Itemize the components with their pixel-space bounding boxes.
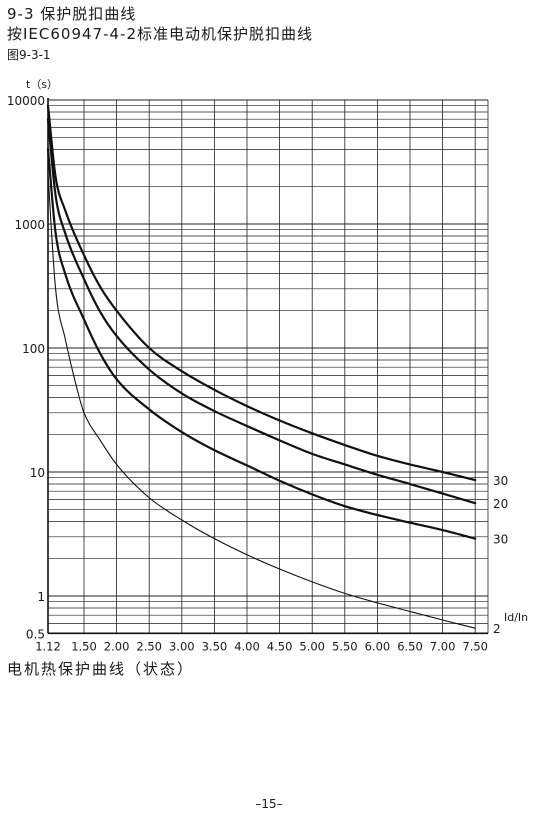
x-tick-label: 5.50 xyxy=(332,639,358,653)
figure-label: 图9-3-1 xyxy=(7,48,51,62)
curve-group xyxy=(46,104,477,629)
x-tick-label: 7.00 xyxy=(430,639,456,653)
series-label: 30 xyxy=(493,533,508,547)
y-tick-label: 1 xyxy=(37,590,45,604)
series-label: 30 xyxy=(493,474,508,488)
x-tick-label: 3.00 xyxy=(169,639,195,653)
trip-curve-class-2-4 xyxy=(47,174,476,629)
x-tick-label: 1.50 xyxy=(71,639,97,653)
x-tick-label: 5.00 xyxy=(299,639,325,653)
series-label: 20 xyxy=(493,497,508,511)
x-tick-label: 6.00 xyxy=(365,639,391,653)
x-tick-label: 1.12 xyxy=(35,639,61,653)
x-axis-label: Id/In xyxy=(504,611,528,624)
trip-curve-class-30-3 xyxy=(46,148,477,540)
section-title: 9-3 保护脱扣曲线 xyxy=(7,5,137,23)
x-tick-label: 6.50 xyxy=(397,639,423,653)
y-tick-label: 100 xyxy=(22,342,45,356)
y-tick-label: 10000 xyxy=(7,94,45,108)
y-tick-label: 10 xyxy=(30,466,45,480)
x-tick-label: 4.00 xyxy=(234,639,260,653)
trip-curve-class-30-1 xyxy=(46,104,477,482)
x-tick-label: 3.50 xyxy=(202,639,228,653)
x-tick-label: 4.50 xyxy=(267,639,293,653)
chart-caption: 电机热保护曲线（状态） xyxy=(7,660,195,678)
chart-subtitle: 按IEC60947-4-2标准电动机保护脱扣曲线 xyxy=(7,25,314,43)
x-tick-label: 7.50 xyxy=(462,639,488,653)
x-tick-label: 2.50 xyxy=(136,639,162,653)
page-number: –15– xyxy=(255,797,283,811)
label-group: 30 20 30 2 10000 1000 100 10 1 0.51.12 1.50 2.00 2.5… xyxy=(7,78,528,653)
series-label: 2 xyxy=(493,622,501,636)
trip-curve-class-20-2 xyxy=(46,118,477,505)
y-tick-label: 1000 xyxy=(14,218,45,232)
y-axis-label: t（s） xyxy=(26,78,58,91)
x-tick-label: 2.00 xyxy=(104,639,130,653)
chart-grid xyxy=(47,98,489,635)
y-tick-label: 0.5 xyxy=(26,627,45,641)
